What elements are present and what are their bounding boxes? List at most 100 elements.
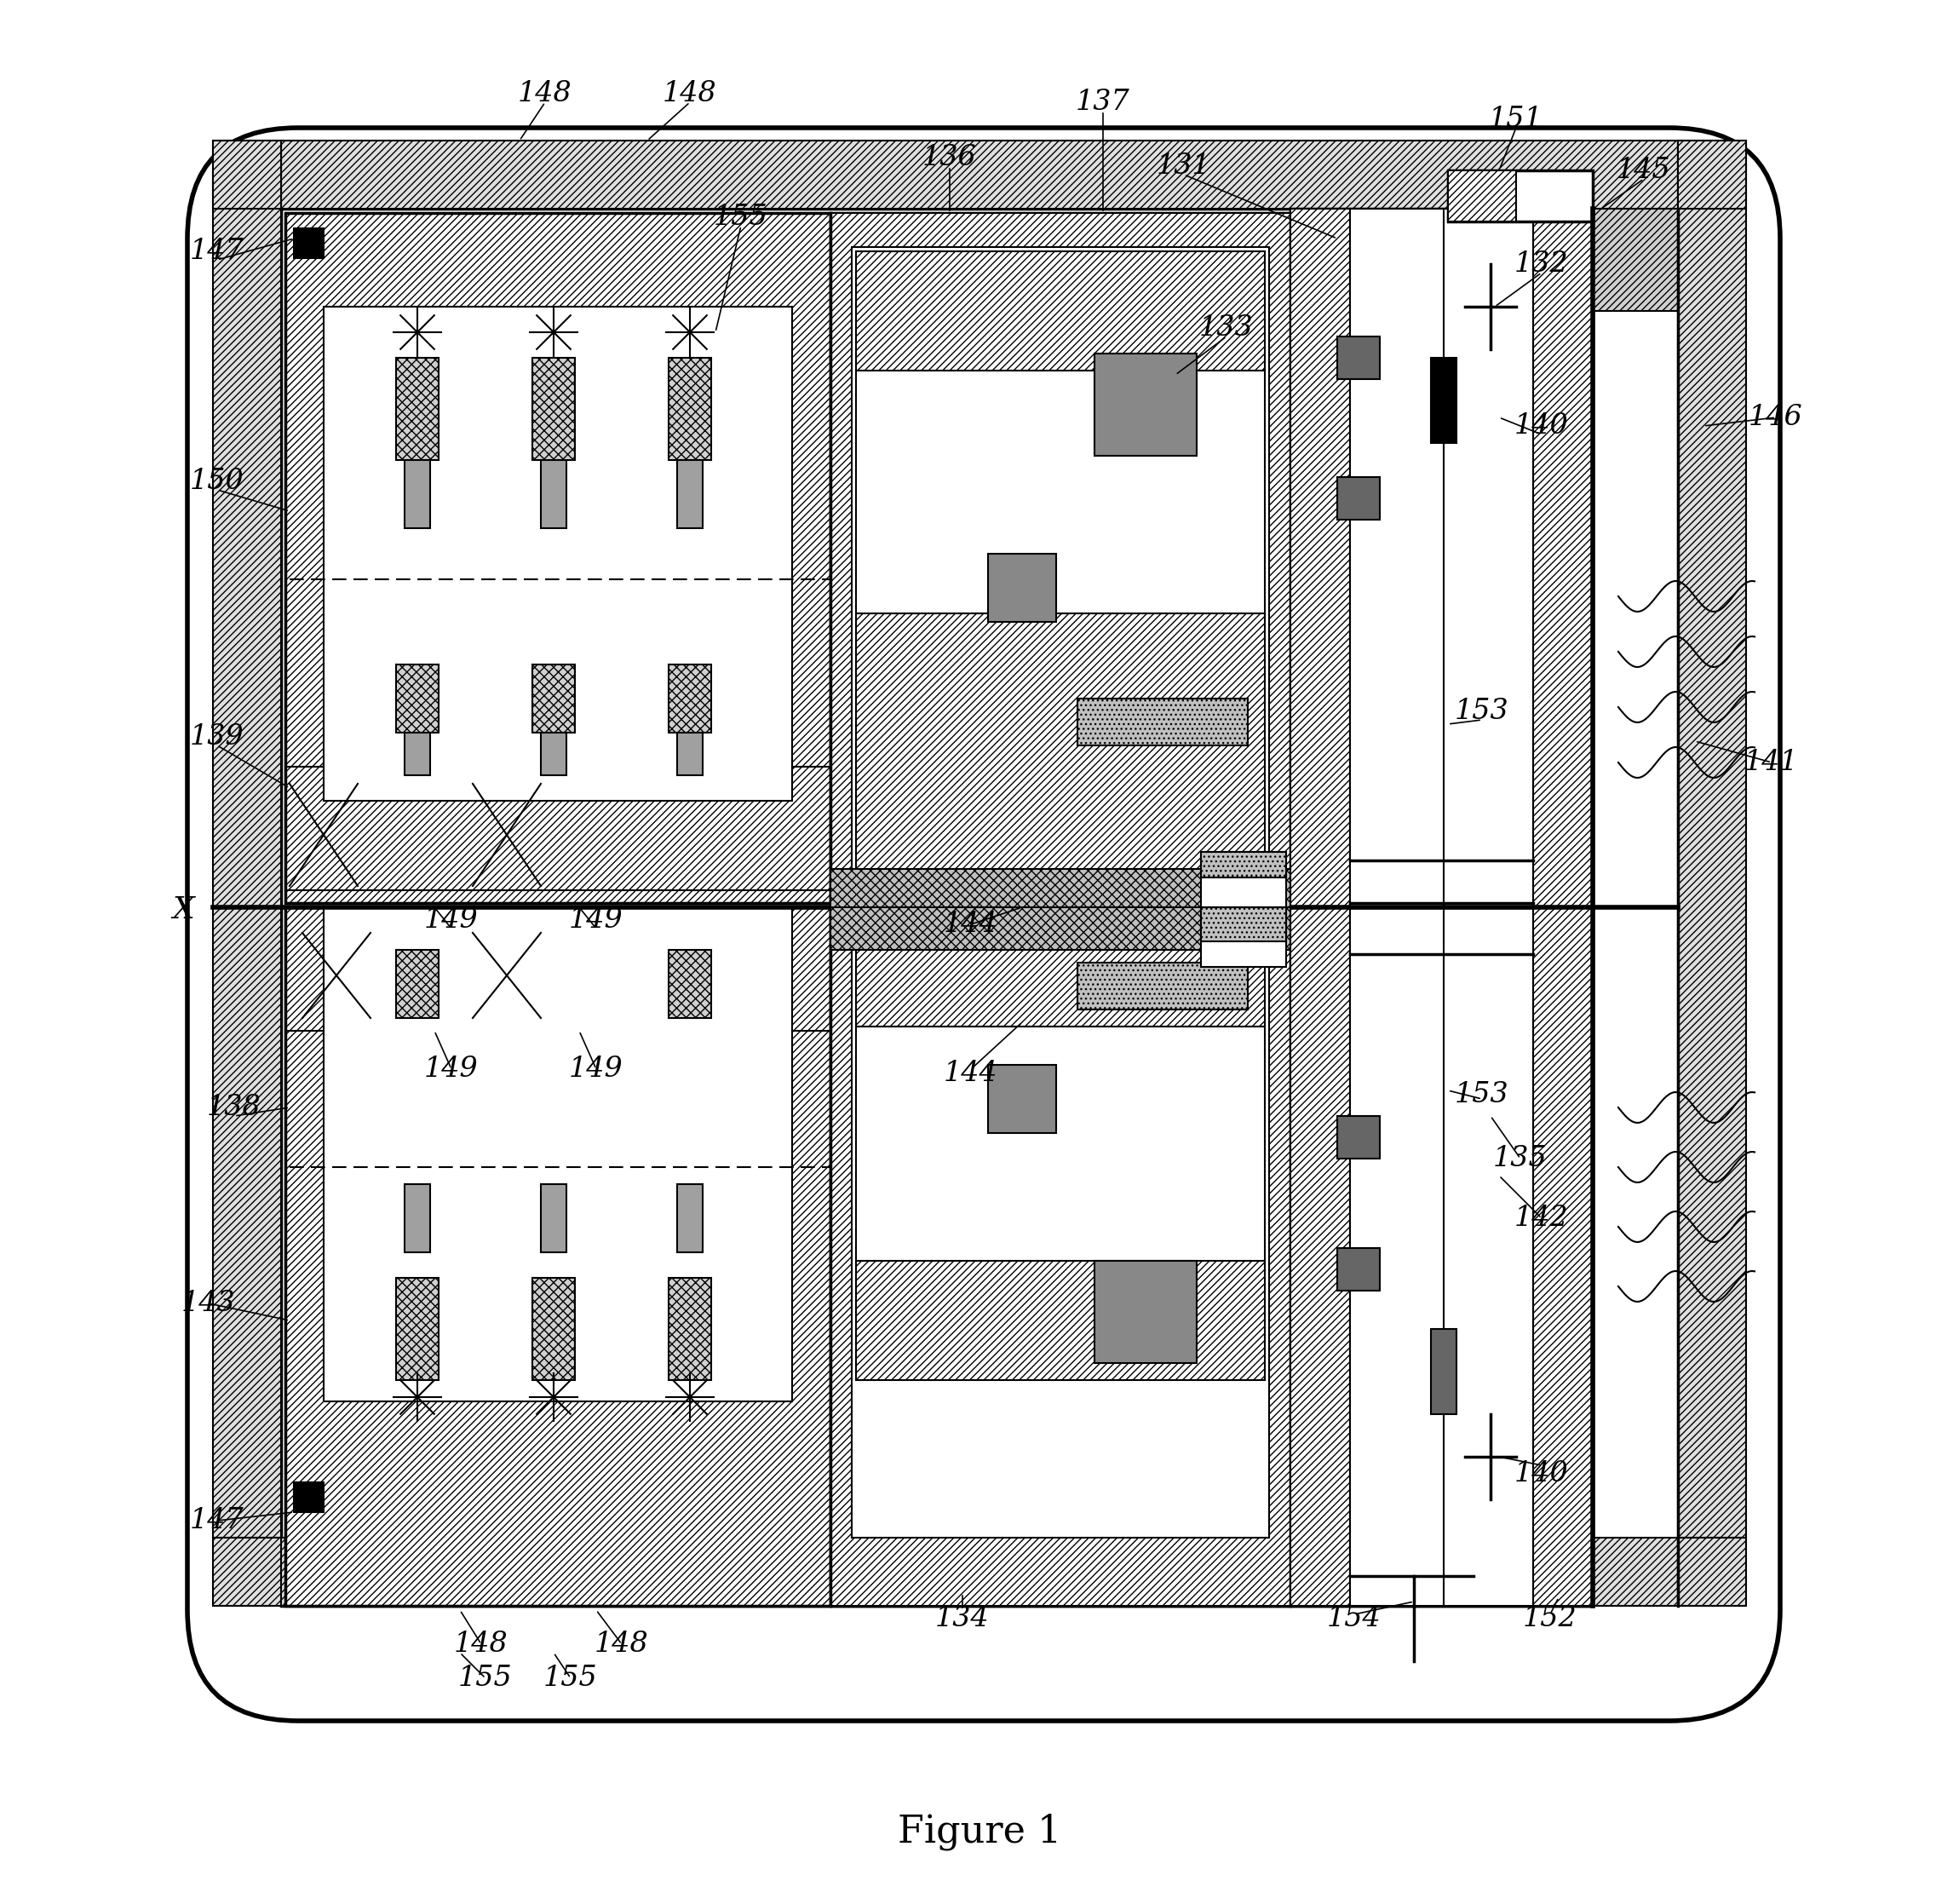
Bar — [1350, 908, 1534, 1605]
Bar — [1291, 908, 1350, 1605]
Bar — [1077, 699, 1248, 744]
Bar — [856, 1260, 1266, 1380]
Text: Figure 1: Figure 1 — [897, 1813, 1062, 1851]
Bar — [396, 358, 439, 461]
Bar — [831, 868, 1291, 912]
Text: 148: 148 — [596, 1630, 648, 1658]
Text: 132: 132 — [1514, 251, 1569, 278]
Bar — [1430, 358, 1456, 444]
Bar — [831, 213, 1291, 908]
FancyBboxPatch shape — [188, 128, 1781, 1721]
Text: 155: 155 — [543, 1664, 597, 1693]
Bar — [280, 1538, 1679, 1605]
Bar — [323, 307, 791, 802]
Bar — [533, 1278, 574, 1380]
Bar — [1095, 1260, 1197, 1363]
Bar — [856, 251, 1266, 371]
Text: 147: 147 — [190, 238, 245, 265]
Text: 138: 138 — [208, 1093, 261, 1121]
Bar — [668, 1278, 711, 1380]
Text: 143: 143 — [182, 1289, 235, 1318]
Bar — [1095, 354, 1197, 455]
Bar — [1201, 851, 1287, 912]
Text: 144: 144 — [944, 1061, 999, 1087]
Text: 141: 141 — [1744, 748, 1798, 777]
Bar — [1593, 209, 1679, 310]
Bar — [294, 228, 323, 259]
Text: 140: 140 — [1514, 413, 1569, 440]
Text: 154: 154 — [1326, 1605, 1381, 1632]
Bar — [280, 209, 1593, 908]
Bar — [286, 908, 831, 1605]
Text: 147: 147 — [190, 1506, 245, 1535]
Bar — [856, 371, 1266, 613]
Bar — [286, 213, 831, 902]
Bar — [668, 358, 711, 461]
Text: 149: 149 — [425, 1055, 478, 1083]
Bar — [1679, 1538, 1745, 1605]
Text: 151: 151 — [1489, 105, 1544, 133]
Bar — [1291, 209, 1593, 908]
Bar — [323, 908, 791, 1401]
Text: 148: 148 — [517, 80, 572, 107]
Text: 142: 142 — [1514, 1205, 1569, 1232]
Bar — [396, 950, 439, 1019]
Bar — [1679, 141, 1745, 209]
Text: 155: 155 — [713, 204, 768, 230]
Bar — [856, 908, 1266, 1026]
Bar — [214, 141, 280, 1538]
Bar — [1077, 963, 1248, 1009]
Text: 133: 133 — [1199, 314, 1254, 341]
Bar — [678, 733, 703, 775]
Text: 146: 146 — [1749, 404, 1802, 430]
Text: 152: 152 — [1522, 1605, 1577, 1632]
Text: 134: 134 — [934, 1605, 989, 1632]
Text: 139: 139 — [190, 724, 245, 750]
Bar — [1350, 209, 1534, 908]
Bar — [1534, 908, 1593, 1605]
Bar — [1291, 209, 1350, 908]
Bar — [856, 1026, 1266, 1260]
Bar — [406, 733, 431, 775]
Text: 136: 136 — [923, 145, 978, 171]
Bar — [294, 1483, 323, 1512]
Bar — [1679, 141, 1745, 1538]
Bar — [533, 664, 574, 733]
Text: 149: 149 — [568, 906, 623, 933]
Bar — [214, 1538, 280, 1605]
Bar — [831, 908, 1291, 1605]
Text: 148: 148 — [454, 1630, 509, 1658]
Bar — [541, 461, 566, 527]
Text: 137: 137 — [1075, 89, 1130, 116]
Bar — [541, 733, 566, 775]
Bar — [396, 1278, 439, 1380]
Bar — [678, 1184, 703, 1253]
Bar — [831, 213, 1291, 908]
Bar — [852, 908, 1269, 1538]
Text: X: X — [172, 895, 194, 923]
Bar — [541, 1184, 566, 1253]
Bar — [678, 461, 703, 527]
Bar — [987, 1064, 1056, 1133]
Bar — [1338, 337, 1379, 379]
Bar — [668, 664, 711, 733]
Bar — [831, 908, 1291, 1605]
Text: 135: 135 — [1493, 1144, 1548, 1173]
Bar — [831, 908, 1291, 950]
Bar — [280, 908, 1593, 1605]
Bar — [1291, 908, 1593, 1605]
Text: 144: 144 — [944, 910, 999, 939]
Bar — [286, 908, 831, 1605]
Text: 149: 149 — [425, 906, 478, 933]
Bar — [406, 461, 431, 527]
Bar — [1338, 1116, 1379, 1160]
Bar — [406, 1184, 431, 1253]
Bar — [1430, 1329, 1456, 1415]
Bar — [1534, 209, 1593, 908]
Bar — [286, 767, 831, 891]
Bar — [1448, 169, 1593, 221]
Bar — [396, 664, 439, 733]
Text: 145: 145 — [1616, 156, 1671, 185]
Bar — [1201, 851, 1287, 878]
Bar — [1338, 1247, 1379, 1291]
